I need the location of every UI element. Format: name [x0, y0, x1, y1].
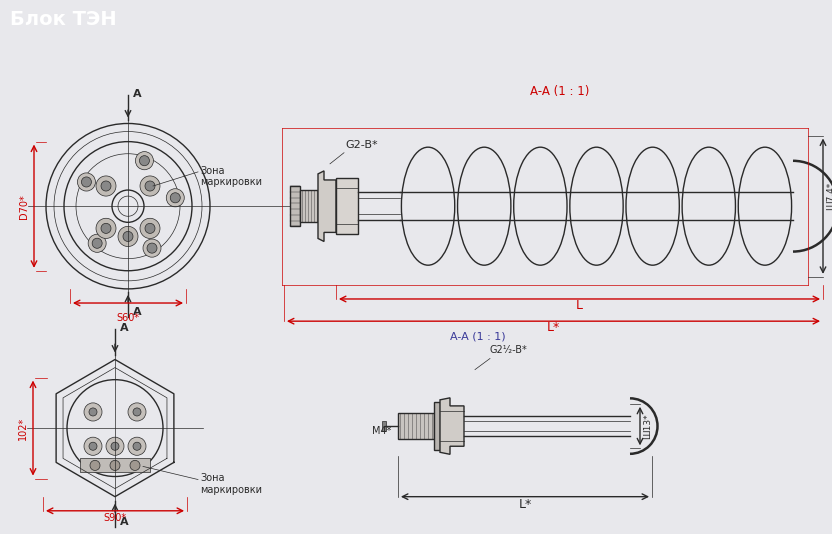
Text: G2-B*: G2-B* [345, 140, 378, 150]
Circle shape [140, 176, 160, 196]
Circle shape [88, 234, 106, 253]
Text: A: A [120, 323, 129, 333]
Text: L*: L* [547, 321, 560, 334]
Circle shape [128, 403, 146, 421]
Circle shape [84, 403, 102, 421]
Text: A: A [133, 307, 141, 317]
Circle shape [96, 218, 116, 239]
Circle shape [118, 226, 138, 247]
Circle shape [106, 437, 124, 456]
Text: L*: L* [518, 498, 532, 511]
Circle shape [92, 238, 102, 248]
Circle shape [89, 442, 97, 450]
Circle shape [171, 193, 181, 203]
Text: D70*: D70* [19, 194, 29, 218]
Circle shape [96, 176, 116, 196]
Bar [300, 190, 318, 222]
Circle shape [77, 173, 96, 191]
Text: Блок ТЭН: Блок ТЭН [10, 10, 116, 29]
Circle shape [111, 442, 119, 450]
Circle shape [101, 181, 111, 191]
Circle shape [140, 218, 160, 239]
Circle shape [145, 181, 155, 191]
Bar [434, 402, 440, 450]
Text: Зона
маркировки: Зона маркировки [200, 474, 262, 495]
Circle shape [82, 177, 92, 187]
Circle shape [140, 155, 150, 166]
Circle shape [136, 152, 153, 170]
Circle shape [133, 442, 141, 450]
Text: Ш13*: Ш13* [643, 413, 652, 439]
Polygon shape [440, 398, 464, 454]
Circle shape [101, 223, 111, 233]
Text: Ш7,4*: Ш7,4* [826, 182, 832, 210]
Circle shape [166, 189, 184, 207]
Circle shape [145, 223, 155, 233]
Text: S90*: S90* [103, 513, 126, 523]
Text: L: L [576, 299, 583, 312]
Polygon shape [318, 171, 336, 241]
Bar [398, 413, 434, 439]
Circle shape [128, 437, 146, 456]
Bar [290, 186, 300, 226]
Circle shape [130, 460, 140, 470]
Text: A-A (1 : 1): A-A (1 : 1) [530, 85, 590, 98]
Circle shape [143, 239, 161, 257]
Bar [80, 458, 150, 473]
Text: S60*: S60* [116, 313, 140, 323]
Circle shape [110, 460, 120, 470]
Text: G2¹⁄₂-B*: G2¹⁄₂-B* [490, 345, 527, 356]
Bar [382, 421, 386, 431]
Bar [336, 178, 358, 234]
Text: M4*: M4* [372, 426, 391, 436]
Circle shape [123, 231, 133, 241]
Text: Зона
маркировки: Зона маркировки [200, 166, 262, 187]
Circle shape [90, 460, 100, 470]
Text: A-A (1 : 1): A-A (1 : 1) [450, 331, 506, 341]
Circle shape [89, 408, 97, 416]
Text: A: A [133, 89, 141, 99]
Text: 102*: 102* [18, 417, 28, 439]
Circle shape [147, 243, 157, 253]
Text: A: A [120, 517, 129, 527]
Circle shape [133, 408, 141, 416]
Circle shape [84, 437, 102, 456]
